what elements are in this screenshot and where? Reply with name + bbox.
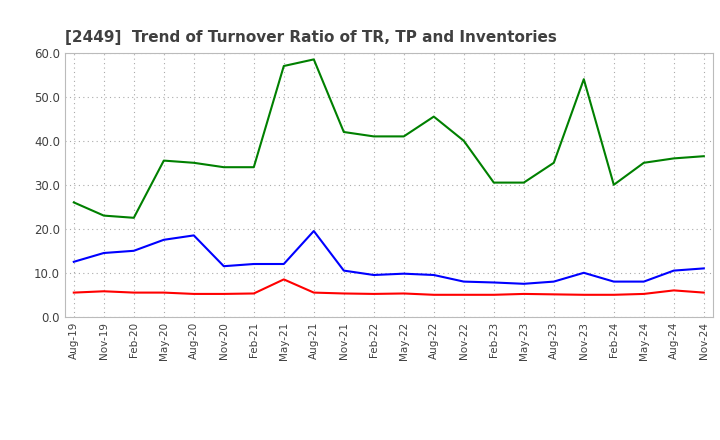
- Trade Receivables: [400, 291, 408, 296]
- Line: Trade Receivables: Trade Receivables: [73, 279, 703, 295]
- Inventories: [69, 200, 78, 205]
- Trade Payables: [340, 268, 348, 273]
- Trade Receivables: [250, 291, 258, 296]
- Trade Payables: [310, 228, 318, 234]
- Trade Receivables: [220, 291, 228, 297]
- Trade Receivables: [490, 292, 498, 297]
- Inventories: [490, 180, 498, 185]
- Trade Payables: [699, 266, 708, 271]
- Trade Payables: [99, 250, 108, 256]
- Inventories: [459, 138, 468, 143]
- Trade Payables: [160, 237, 168, 242]
- Inventories: [369, 134, 378, 139]
- Trade Payables: [549, 279, 558, 284]
- Inventories: [549, 160, 558, 165]
- Trade Receivables: [130, 290, 138, 295]
- Inventories: [160, 158, 168, 163]
- Trade Payables: [580, 270, 588, 275]
- Trade Receivables: [549, 292, 558, 297]
- Trade Payables: [490, 280, 498, 285]
- Inventories: [340, 129, 348, 135]
- Trade Payables: [279, 261, 288, 267]
- Inventories: [609, 182, 618, 187]
- Trade Payables: [670, 268, 678, 273]
- Trade Receivables: [580, 292, 588, 297]
- Inventories: [580, 77, 588, 82]
- Inventories: [429, 114, 438, 119]
- Inventories: [639, 160, 648, 165]
- Inventories: [220, 165, 228, 170]
- Line: Inventories: Inventories: [73, 59, 703, 218]
- Trade Payables: [369, 272, 378, 278]
- Trade Payables: [429, 272, 438, 278]
- Text: [2449]  Trend of Turnover Ratio of TR, TP and Inventories: [2449] Trend of Turnover Ratio of TR, TP…: [65, 29, 557, 45]
- Trade Receivables: [369, 291, 378, 297]
- Inventories: [670, 156, 678, 161]
- Inventories: [189, 160, 198, 165]
- Trade Payables: [609, 279, 618, 284]
- Trade Receivables: [340, 291, 348, 296]
- Trade Payables: [459, 279, 468, 284]
- Trade Payables: [639, 279, 648, 284]
- Line: Trade Payables: Trade Payables: [73, 231, 703, 284]
- Inventories: [279, 63, 288, 69]
- Inventories: [519, 180, 528, 185]
- Trade Receivables: [99, 289, 108, 294]
- Trade Receivables: [279, 277, 288, 282]
- Trade Receivables: [609, 292, 618, 297]
- Trade Receivables: [519, 291, 528, 297]
- Trade Payables: [130, 248, 138, 253]
- Trade Payables: [69, 259, 78, 264]
- Inventories: [310, 57, 318, 62]
- Inventories: [699, 154, 708, 159]
- Trade Receivables: [160, 290, 168, 295]
- Inventories: [130, 215, 138, 220]
- Trade Payables: [519, 281, 528, 286]
- Inventories: [400, 134, 408, 139]
- Trade Receivables: [639, 291, 648, 297]
- Trade Payables: [250, 261, 258, 267]
- Inventories: [99, 213, 108, 218]
- Trade Payables: [189, 233, 198, 238]
- Trade Receivables: [189, 291, 198, 297]
- Trade Receivables: [670, 288, 678, 293]
- Trade Receivables: [699, 290, 708, 295]
- Inventories: [250, 165, 258, 170]
- Trade Receivables: [69, 290, 78, 295]
- Trade Payables: [400, 271, 408, 276]
- Trade Payables: [220, 264, 228, 269]
- Trade Receivables: [459, 292, 468, 297]
- Trade Receivables: [310, 290, 318, 295]
- Trade Receivables: [429, 292, 438, 297]
